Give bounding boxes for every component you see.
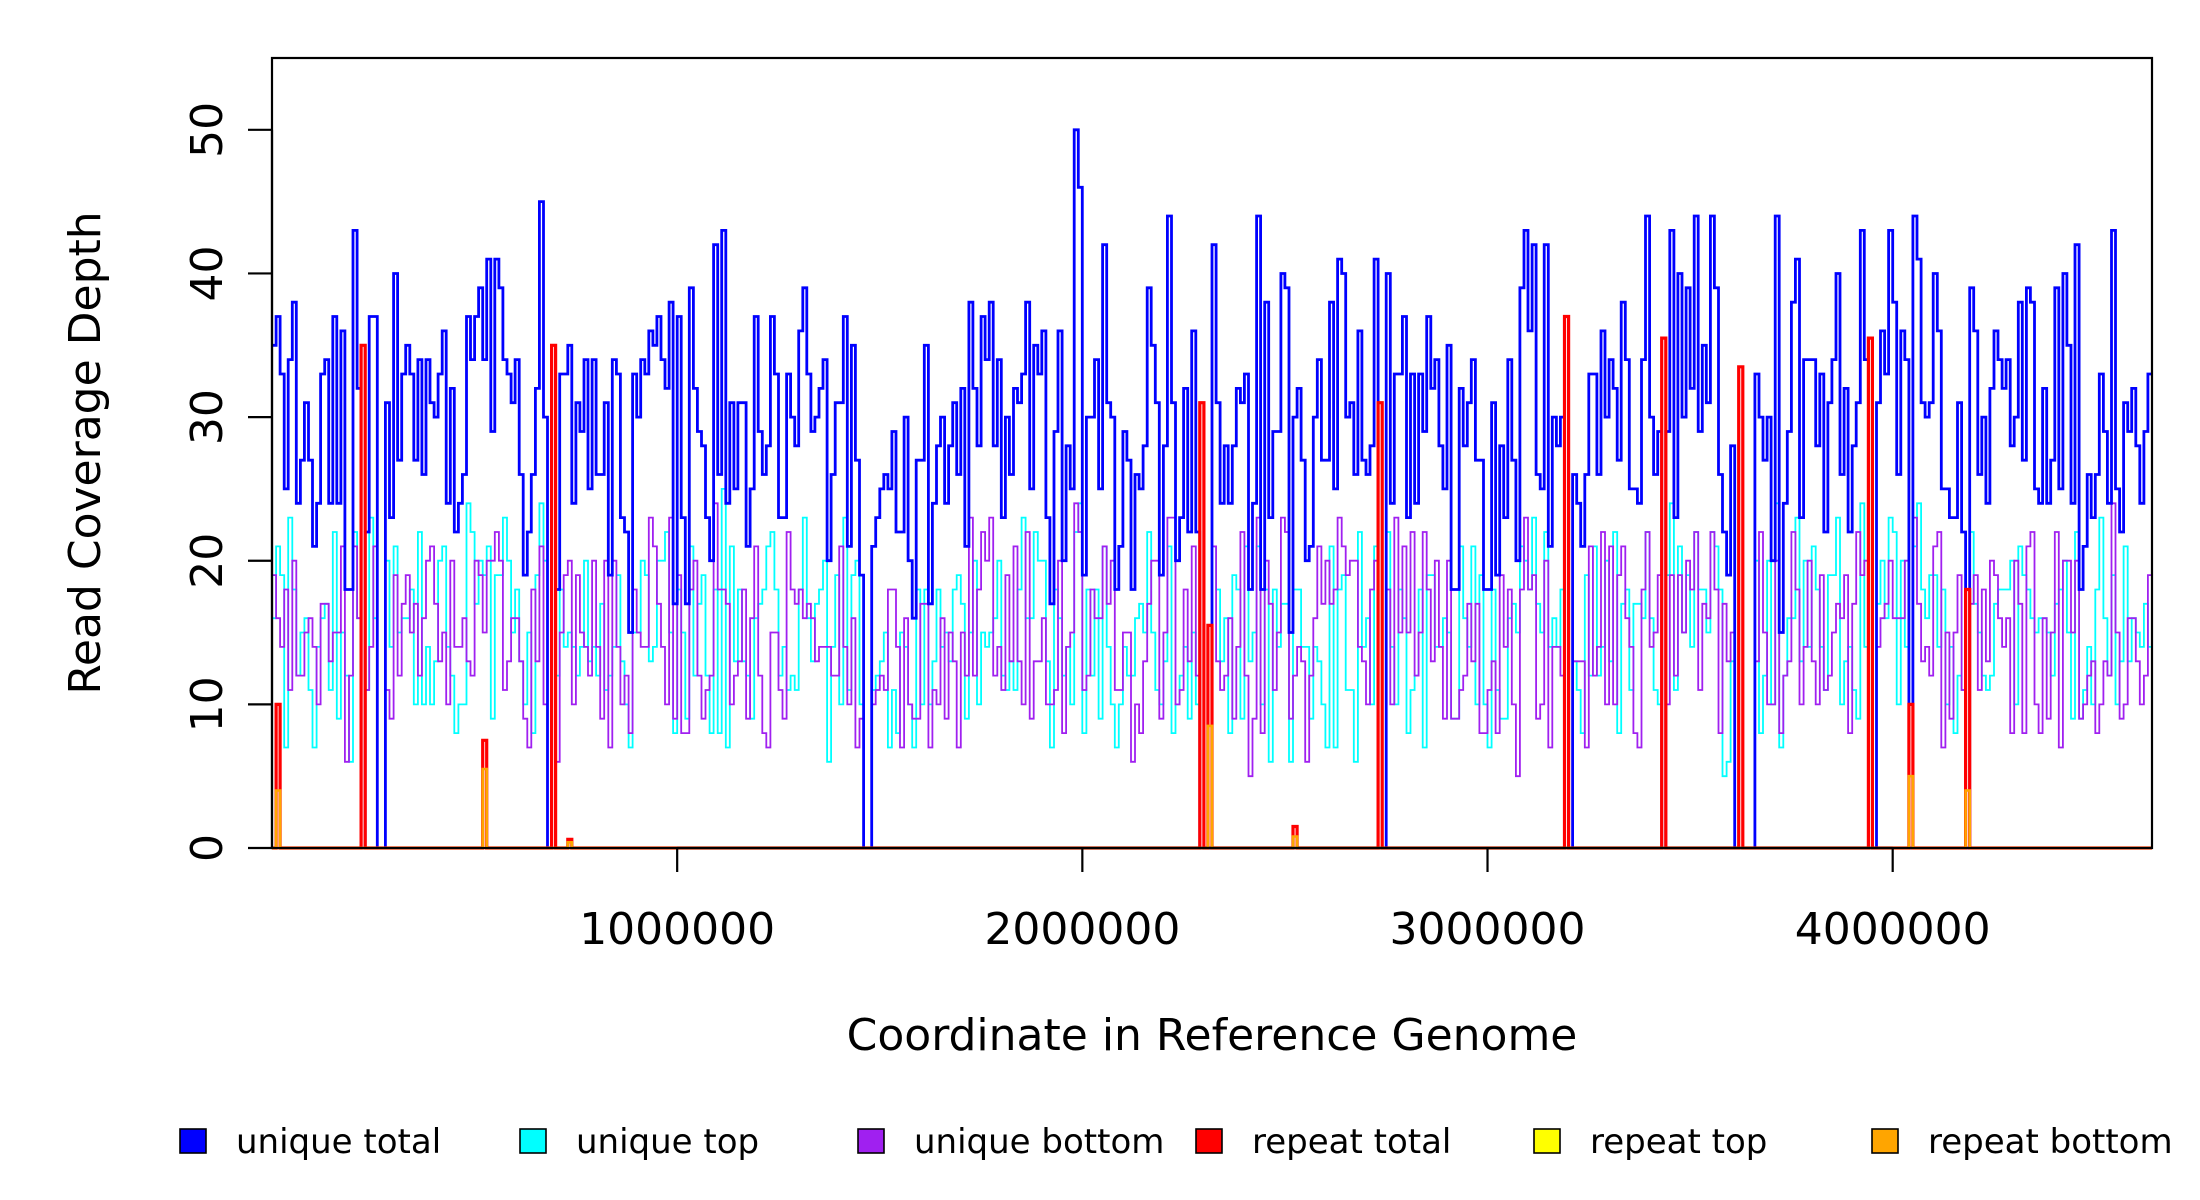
legend-swatch — [857, 1128, 885, 1154]
legend-entry: repeat total — [1195, 1122, 1451, 1162]
legend-swatch — [519, 1128, 547, 1154]
y-axis-title: Read Coverage Depth — [60, 211, 111, 694]
legend: unique total unique top unique bottom repea… — [179, 1122, 2173, 1162]
legend-swatch — [1533, 1128, 1561, 1154]
legend-entry: unique total — [179, 1122, 441, 1162]
y-tick-label: 10 — [182, 676, 233, 732]
legend-swatch — [179, 1128, 207, 1154]
legend-label: unique top — [576, 1122, 759, 1162]
legend-entry: repeat bottom — [1871, 1122, 2173, 1162]
x-tick-label: 3000000 — [1390, 904, 1586, 955]
legend-label: unique total — [236, 1122, 441, 1162]
y-tick-label: 30 — [182, 389, 233, 445]
legend-entry: unique bottom — [857, 1122, 1164, 1162]
y-tick-label: 0 — [182, 834, 233, 862]
x-axis-title: Coordinate in Reference Genome — [847, 1010, 1578, 1061]
legend-entry: unique top — [519, 1122, 759, 1162]
legend-entry: repeat top — [1533, 1122, 1767, 1162]
legend-label: repeat top — [1590, 1122, 1767, 1162]
series-layer — [272, 128, 2152, 850]
y-tick-label: 40 — [182, 245, 233, 301]
legend-swatch — [1195, 1128, 1223, 1154]
x-tick-label: 4000000 — [1795, 904, 1991, 955]
y-tick-label: 20 — [182, 533, 233, 589]
legend-label: repeat total — [1252, 1122, 1451, 1162]
legend-label: repeat bottom — [1928, 1122, 2173, 1162]
series-unique-bottom — [272, 502, 2152, 849]
x-tick-label: 2000000 — [984, 904, 1180, 955]
legend-swatch — [1871, 1128, 1899, 1154]
y-tick-label: 50 — [182, 102, 233, 158]
legend-label: unique bottom — [914, 1122, 1164, 1162]
x-tick-label: 1000000 — [579, 904, 775, 955]
axes-layer: 0 10 20 30 40 50 1000000 2000000 3000000 4000000 — [182, 102, 1991, 955]
